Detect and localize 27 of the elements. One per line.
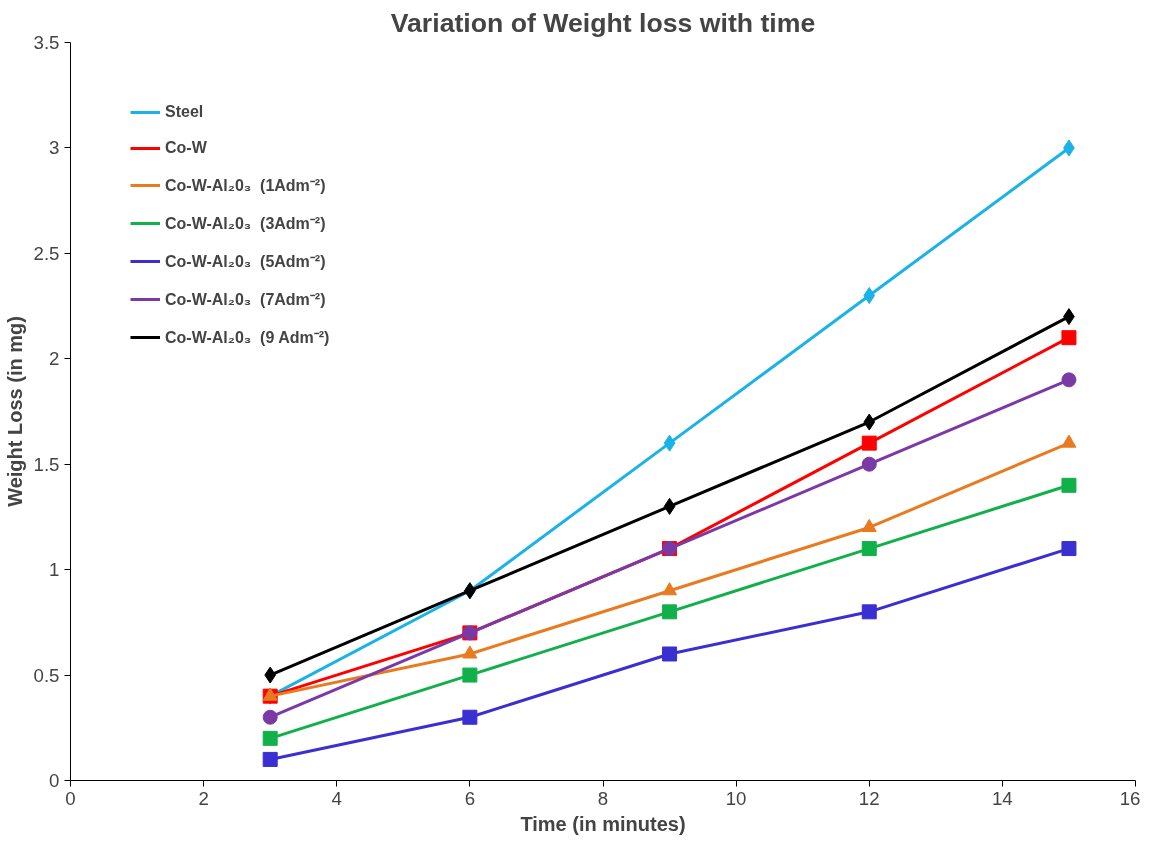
y-tick-label: 1.5 <box>33 453 60 475</box>
x-tick-label: 0 <box>65 787 76 809</box>
x-tick-label: 8 <box>597 787 609 809</box>
x-tick-label: 14 <box>992 787 1013 809</box>
y-tick-label: 3.5 <box>33 32 60 53</box>
y-axis-title: Weight Loss (in mg) <box>3 316 26 507</box>
x-tick-label: 6 <box>464 787 476 809</box>
x-tick-label: 12 <box>858 787 880 809</box>
y-tick-label: 0 <box>49 770 60 791</box>
y-tick-label: 0.5 <box>33 664 60 686</box>
x-tick-label: 10 <box>725 787 747 809</box>
legend-label: Co-W <box>165 139 207 157</box>
y-tick-label: 1 <box>49 559 60 581</box>
chart-title: Variation of Weight loss with time <box>390 7 816 38</box>
legend-label: Co-W-Al₂0₃ (7Adm⁻²) <box>165 290 326 310</box>
x-tick-label: 4 <box>331 787 342 809</box>
x-axis-title: Time (in minutes) <box>520 812 686 835</box>
legend-label: Co-W-Al₂0₃ (3Adm⁻²) <box>165 214 326 234</box>
y-tick-label: 3 <box>49 137 60 159</box>
legend-label: Co-W-Al₂0₃ (5Adm⁻²) <box>165 252 326 272</box>
legend-label: Steel <box>165 103 204 121</box>
legend-label: Co-W-Al₂0₃ (1Adm⁻²) <box>165 176 326 196</box>
x-tick-label: 2 <box>198 787 209 809</box>
legend-label: Co-W-Al₂0₃ (9 Adm⁻²) <box>165 328 330 348</box>
x-tick-label: 16 <box>1119 787 1141 809</box>
y-tick-label: 2 <box>49 348 60 370</box>
y-tick-label: 2.5 <box>33 242 60 264</box>
